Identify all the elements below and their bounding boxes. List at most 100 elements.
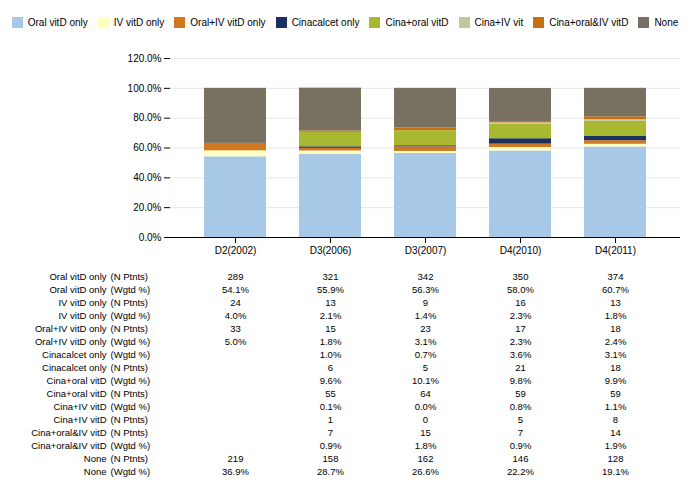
svg-text:321: 321 [323, 271, 339, 282]
svg-text:5: 5 [518, 414, 523, 425]
svg-text:1.4%: 1.4% [415, 310, 437, 321]
svg-text:3.1%: 3.1% [415, 336, 437, 347]
svg-text:Cina+oral&IV vitD: Cina+oral&IV vitD [31, 440, 106, 451]
svg-text:1.1%: 1.1% [605, 401, 627, 412]
svg-text:Cinacalcet only: Cinacalcet only [42, 362, 107, 373]
svg-text:None: None [84, 466, 107, 477]
svg-text:13: 13 [610, 297, 621, 308]
svg-text:26.6%: 26.6% [412, 466, 439, 477]
svg-text:0.9%: 0.9% [320, 440, 342, 451]
svg-text:33: 33 [230, 323, 241, 334]
svg-text:Cinacalcet only: Cinacalcet only [42, 349, 107, 360]
svg-text:28.7%: 28.7% [317, 466, 344, 477]
svg-text:Oral vitD only: Oral vitD only [49, 271, 106, 282]
svg-text:2.4%: 2.4% [605, 336, 627, 347]
svg-text:1.8%: 1.8% [605, 310, 627, 321]
svg-text:(Wgtd %): (Wgtd %) [111, 336, 151, 347]
svg-text:59: 59 [515, 388, 526, 399]
svg-text:(N Ptnts): (N Ptnts) [111, 323, 148, 334]
svg-text:4.0%: 4.0% [225, 310, 247, 321]
svg-text:(Wgtd %): (Wgtd %) [111, 401, 151, 412]
svg-text:16: 16 [515, 297, 526, 308]
svg-text:120.0%: 120.0% [128, 53, 162, 64]
svg-text:(N Ptnts): (N Ptnts) [111, 297, 148, 308]
svg-text:19.1%: 19.1% [602, 466, 629, 477]
svg-text:1.8%: 1.8% [320, 336, 342, 347]
svg-text:128: 128 [608, 453, 624, 464]
svg-text:0.8%: 0.8% [510, 401, 532, 412]
svg-text:14: 14 [610, 427, 621, 438]
svg-text:Oral+IV vitD only: Oral+IV vitD only [35, 323, 107, 334]
svg-text:10.1%: 10.1% [412, 375, 439, 386]
svg-text:1.0%: 1.0% [320, 349, 342, 360]
svg-text:0.1%: 0.1% [320, 401, 342, 412]
svg-text:13: 13 [325, 297, 336, 308]
svg-text:5: 5 [423, 362, 428, 373]
svg-text:100.0%: 100.0% [128, 83, 162, 94]
svg-text:36.9%: 36.9% [222, 466, 249, 477]
svg-text:6: 6 [328, 362, 333, 373]
svg-text:D2(2002): D2(2002) [215, 245, 257, 256]
svg-text:18: 18 [610, 362, 621, 373]
svg-text:Cina+oral vitD: Cina+oral vitD [47, 388, 107, 399]
svg-text:3.6%: 3.6% [510, 349, 532, 360]
svg-text:55.9%: 55.9% [317, 284, 344, 295]
svg-text:(N Ptnts): (N Ptnts) [111, 388, 148, 399]
svg-text:IV vitD only: IV vitD only [58, 310, 106, 321]
svg-text:D4(2010): D4(2010) [500, 245, 542, 256]
svg-text:158: 158 [323, 453, 339, 464]
svg-text:(Wgtd %): (Wgtd %) [111, 310, 151, 321]
svg-text:0.9%: 0.9% [510, 440, 532, 451]
svg-text:58.0%: 58.0% [507, 284, 534, 295]
svg-text:(N Ptnts): (N Ptnts) [111, 453, 148, 464]
svg-text:146: 146 [513, 453, 529, 464]
svg-text:80.0%: 80.0% [133, 112, 161, 123]
svg-text:(N Ptnts): (N Ptnts) [111, 271, 148, 282]
svg-text:23: 23 [420, 323, 431, 334]
svg-text:60.7%: 60.7% [602, 284, 629, 295]
svg-text:20.0%: 20.0% [133, 202, 161, 213]
svg-text:Cina+IV vitD: Cina+IV vitD [53, 401, 106, 412]
svg-text:21: 21 [515, 362, 526, 373]
svg-text:Oral+IV vitD only: Oral+IV vitD only [35, 336, 107, 347]
svg-text:0.0%: 0.0% [415, 401, 437, 412]
svg-text:9: 9 [423, 297, 428, 308]
svg-text:1.8%: 1.8% [415, 440, 437, 451]
svg-text:60.0%: 60.0% [133, 142, 161, 153]
svg-text:15: 15 [420, 427, 431, 438]
svg-text:(Wgtd %): (Wgtd %) [111, 466, 151, 477]
svg-text:(N Ptnts): (N Ptnts) [111, 362, 148, 373]
svg-text:22.2%: 22.2% [507, 466, 534, 477]
svg-text:2.3%: 2.3% [510, 310, 532, 321]
svg-text:7: 7 [328, 427, 333, 438]
svg-text:Oral vitD only: Oral vitD only [49, 284, 106, 295]
svg-text:1: 1 [328, 414, 333, 425]
svg-text:None: None [84, 453, 107, 464]
svg-text:54.1%: 54.1% [222, 284, 249, 295]
svg-text:Cina+oral vitD: Cina+oral vitD [47, 375, 107, 386]
svg-text:289: 289 [228, 271, 244, 282]
svg-text:Cina+oral&IV vitD: Cina+oral&IV vitD [31, 427, 106, 438]
svg-text:342: 342 [418, 271, 434, 282]
svg-text:3.1%: 3.1% [605, 349, 627, 360]
svg-text:(N Ptnts): (N Ptnts) [111, 414, 148, 425]
svg-text:(N Ptnts): (N Ptnts) [111, 427, 148, 438]
svg-text:(Wgtd %): (Wgtd %) [111, 375, 151, 386]
svg-text:9.6%: 9.6% [320, 375, 342, 386]
svg-text:162: 162 [418, 453, 434, 464]
svg-text:9.8%: 9.8% [510, 375, 532, 386]
svg-text:17: 17 [515, 323, 526, 334]
svg-text:24: 24 [230, 297, 241, 308]
svg-text:IV vitD only: IV vitD only [58, 297, 106, 308]
svg-text:(Wgtd %): (Wgtd %) [111, 284, 151, 295]
svg-text:Cina+IV vitD: Cina+IV vitD [53, 414, 106, 425]
svg-text:350: 350 [513, 271, 529, 282]
svg-text:5.0%: 5.0% [225, 336, 247, 347]
svg-text:15: 15 [325, 323, 336, 334]
svg-text:0.0%: 0.0% [139, 232, 162, 243]
svg-text:0: 0 [423, 414, 428, 425]
svg-text:9.9%: 9.9% [605, 375, 627, 386]
svg-text:2.1%: 2.1% [320, 310, 342, 321]
svg-text:D3(2007): D3(2007) [405, 245, 447, 256]
svg-text:64: 64 [420, 388, 431, 399]
